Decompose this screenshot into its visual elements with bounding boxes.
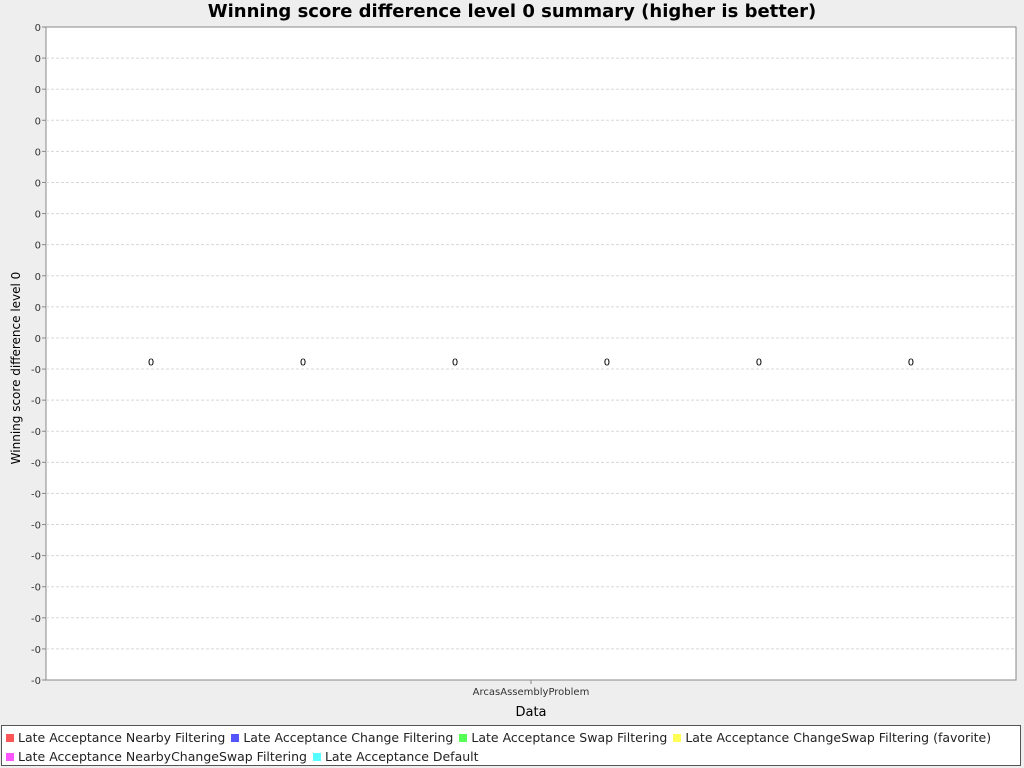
x-tick-label: ArcasAssemblyProblem [473,687,590,698]
x-axis-ticks: ArcasAssemblyProblem [473,680,590,698]
legend-item: Late Acceptance Nearby Filtering [6,728,225,747]
legend-item: Late Acceptance ChangeSwap Filtering (fa… [673,728,991,747]
y-tick-label: -0 [31,676,41,687]
chart-title: Winning score difference level 0 summary… [207,1,817,22]
y-tick-label: -0 [31,583,41,594]
x-axis-label: Data [515,705,546,720]
y-tick-label: 0 [35,178,41,189]
legend-label: Late Acceptance Change Filtering [243,730,454,745]
y-tick-label: -0 [31,552,41,563]
y-tick-label: 0 [35,334,41,345]
legend-swatch [6,733,14,742]
y-tick-label: 0 [35,241,41,252]
legend-label: Late Acceptance ChangeSwap Filtering (fa… [685,730,992,745]
y-axis-label: Winning score difference level 0 [9,272,23,465]
plot-area [45,26,1017,681]
y-tick-label: 0 [35,116,41,127]
y-tick-label: -0 [31,458,41,469]
grid-lines [46,57,1016,650]
bar-value-label: 0 [300,357,306,368]
bar-value-label: 0 [452,357,458,368]
legend-swatch [312,752,321,761]
y-tick-label: 0 [35,23,41,34]
legend-label: Late Acceptance Swap Filtering [471,730,668,745]
y-tick-label: -0 [31,645,41,656]
legend: Late Acceptance Nearby Filtering Late Acc… [1,725,1021,766]
legend-label: Late Acceptance NearbyChangeSwap Filteri… [18,749,307,764]
legend-label: Late Acceptance Nearby Filtering [18,730,226,745]
legend-swatch [673,733,682,742]
legend-item: Late Acceptance Swap Filtering [459,728,667,747]
legend-swatch [459,733,468,742]
legend-item: Late Acceptance Default [312,747,479,766]
y-tick-label: 0 [35,147,41,158]
legend-swatch [231,733,240,742]
y-tick-label: -0 [31,489,41,500]
legend-item: Late Acceptance NearbyChangeSwap Filteri… [6,747,307,766]
y-axis-ticks: 0 0 0 0 0 0 0 0 0 0 0 -0 -0 -0 -0 -0 -0 -0 -0 -0 -0 -0 [31,23,46,687]
y-tick-label: 0 [35,210,41,221]
legend-swatch [6,752,14,761]
bar-value-label: 0 [604,357,610,368]
y-tick-label: -0 [31,521,41,532]
bar-value-label: 0 [908,357,914,368]
legend-label: Late Acceptance Default [324,749,479,764]
bar-value-label: 0 [148,357,154,368]
y-tick-label: -0 [31,365,41,376]
y-tick-label: 0 [35,54,41,65]
y-tick-label: 0 [35,272,41,283]
y-tick-label: -0 [31,614,41,625]
y-tick-label: 0 [35,303,41,314]
y-tick-label: 0 [35,85,41,96]
y-tick-label: -0 [31,427,41,438]
bars: 0 0 0 0 0 0 [148,357,914,368]
y-tick-label: -0 [31,396,41,407]
bar-value-label: 0 [756,357,762,368]
legend-item: Late Acceptance Change Filtering [231,728,453,747]
